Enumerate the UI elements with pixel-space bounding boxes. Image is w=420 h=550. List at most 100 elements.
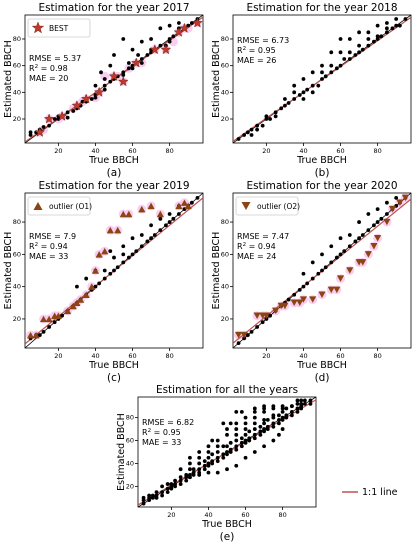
data-point <box>171 216 176 221</box>
data-point <box>202 467 207 472</box>
outlier-marker <box>73 299 81 307</box>
data-point <box>225 452 229 457</box>
data-point <box>255 123 260 128</box>
data-point <box>347 50 352 55</box>
data-point <box>126 255 131 260</box>
data-layer <box>138 397 316 507</box>
outlier-marker <box>281 302 289 310</box>
best-marker <box>43 113 55 124</box>
outlier-marker <box>327 286 335 294</box>
data-point <box>310 70 315 75</box>
data-point <box>262 444 266 449</box>
data-point <box>99 70 103 75</box>
data-point <box>158 43 163 48</box>
outlier-marker <box>383 218 391 226</box>
data-point <box>366 228 371 233</box>
x-tick-label: 60 <box>128 147 136 155</box>
data-point <box>403 17 408 21</box>
x-tick-label: 40 <box>91 147 99 155</box>
data-point <box>41 125 46 129</box>
x-axis-label: True BBCH <box>296 360 347 371</box>
data-point <box>338 37 343 41</box>
data-point <box>320 252 324 257</box>
data-point <box>347 233 352 237</box>
chart-panel-5: Estimation for all the years 20 40 60 80 20 40… <box>116 384 317 543</box>
data-point <box>108 249 113 254</box>
data-point <box>149 223 153 228</box>
best-marker <box>130 57 142 68</box>
data-point <box>178 482 183 486</box>
outlier-marker <box>370 243 378 250</box>
best-marker <box>117 76 129 87</box>
data-point <box>121 37 126 41</box>
data-point <box>384 21 389 25</box>
outlier-marker <box>156 210 164 218</box>
x-axis-label: True BBCH <box>296 155 347 166</box>
data-point <box>280 427 285 431</box>
data-point <box>271 413 276 418</box>
mae-label: MAE = 20 <box>29 74 68 83</box>
data-point <box>141 501 146 506</box>
data-point <box>108 79 113 84</box>
legend-label: outlier (O1) <box>49 202 92 211</box>
data-point <box>292 83 297 88</box>
outlier-marker <box>272 307 280 315</box>
data-point <box>139 57 144 61</box>
data-point <box>308 398 313 403</box>
best-marker <box>56 110 68 121</box>
data-point <box>189 21 194 25</box>
y-tick-label: 60 <box>126 437 134 445</box>
data-point <box>292 97 297 101</box>
data-point <box>52 320 57 325</box>
y-tick-label: 40 <box>13 88 21 96</box>
outlier-marker <box>91 267 100 274</box>
data-point <box>195 195 200 200</box>
data-point <box>234 447 239 452</box>
y-tick-label: 80 <box>126 414 134 422</box>
legend: outlier (O2) <box>235 196 300 216</box>
data-point <box>93 83 98 88</box>
y-axis-label: Estimated BBCH <box>211 40 222 118</box>
y-tick-label: 80 <box>221 218 229 226</box>
data-point <box>243 415 248 420</box>
r2-label: R2 = 0.95 <box>237 46 276 55</box>
data-point <box>249 133 254 137</box>
data-point <box>178 478 183 483</box>
data-point <box>323 74 328 79</box>
data-point <box>277 421 281 426</box>
data-point <box>215 444 220 449</box>
data-point <box>258 429 263 434</box>
data-point <box>320 268 324 273</box>
rmse-label: RMSE = 6.73 <box>237 36 289 45</box>
data-point <box>75 284 79 289</box>
best-marker <box>108 70 120 81</box>
mae-label: MAE = 24 <box>237 252 276 261</box>
legend-label: BEST <box>49 24 69 33</box>
data-point <box>247 429 252 434</box>
data-point <box>139 39 144 44</box>
data-point <box>310 83 315 88</box>
data-point <box>277 413 281 418</box>
data-point <box>167 39 172 44</box>
data-point <box>102 83 107 88</box>
data-point <box>262 429 266 434</box>
data-point <box>158 216 163 221</box>
data-point <box>289 409 294 414</box>
data-point <box>258 432 263 437</box>
data-point <box>47 123 52 128</box>
data-point <box>252 415 257 420</box>
data-point <box>245 333 250 337</box>
data-point <box>295 406 300 411</box>
data-point <box>260 320 265 325</box>
data-point <box>239 409 244 414</box>
data-point <box>305 87 310 92</box>
data-point <box>206 444 211 449</box>
data-point <box>28 130 33 135</box>
data-point <box>139 61 144 65</box>
data-point <box>357 30 361 35</box>
data-point <box>375 207 380 212</box>
data-point <box>357 220 361 224</box>
data-point <box>178 475 183 480</box>
data-point <box>308 401 313 406</box>
